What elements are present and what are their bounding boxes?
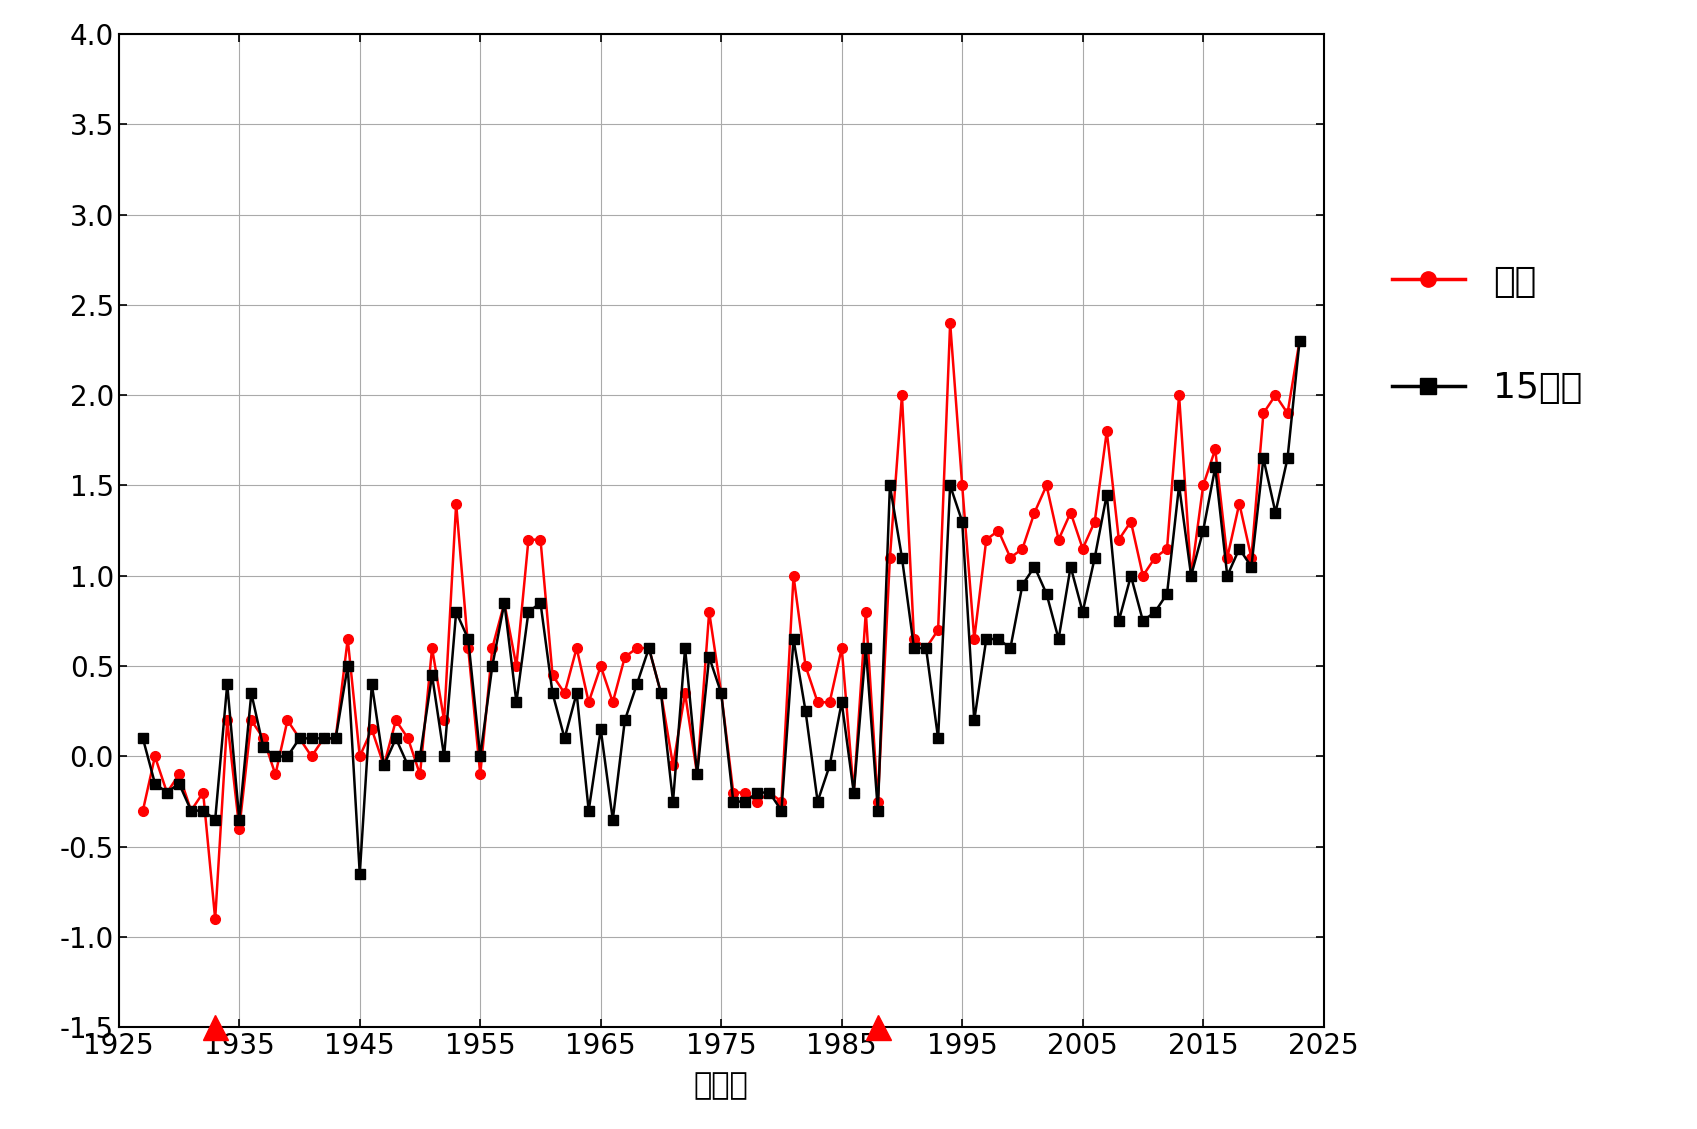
Line: 広島: 広島 (137, 318, 1305, 924)
15地点 (350, 867, 370, 881)
15地点 (132, 732, 153, 745)
広島 (446, 497, 467, 510)
広島 (132, 804, 153, 817)
Legend: 広島, 15地点: 広島, 15地点 (1378, 251, 1597, 420)
15地点 (170, 777, 190, 790)
広島 (808, 695, 828, 709)
広島 (170, 768, 190, 781)
広島 (1049, 533, 1069, 546)
15地点 (217, 677, 238, 691)
15地点 (446, 605, 467, 619)
広島 (1290, 334, 1310, 348)
15地点 (1290, 334, 1310, 348)
15地点 (808, 795, 828, 808)
15地点 (1037, 587, 1057, 601)
広島 (205, 912, 226, 926)
広島 (940, 316, 961, 330)
広島 (723, 786, 743, 799)
広島 (229, 822, 249, 835)
X-axis label: （年）: （年） (694, 1071, 748, 1101)
Line: 15地点: 15地点 (137, 336, 1305, 878)
15地点 (723, 795, 743, 808)
